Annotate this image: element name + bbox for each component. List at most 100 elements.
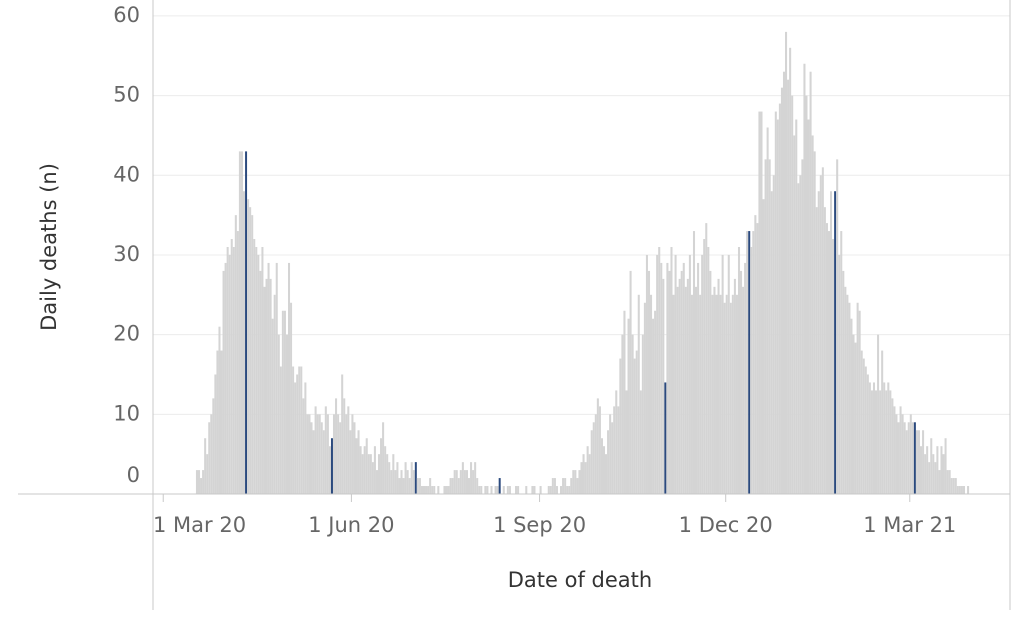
bar: [294, 382, 297, 494]
bar: [345, 414, 348, 494]
bar: [357, 430, 360, 494]
bar: [840, 231, 843, 494]
bar: [214, 374, 217, 494]
bar: [793, 135, 796, 495]
bar: [455, 470, 458, 494]
bar: [774, 111, 777, 494]
bar: [670, 247, 673, 494]
bar: [242, 191, 246, 494]
bar: [879, 390, 882, 494]
bar: [508, 486, 511, 494]
bar: [275, 262, 278, 494]
bar: [574, 470, 577, 494]
bar: [844, 286, 847, 494]
bar: [202, 470, 205, 494]
bar: [922, 430, 925, 494]
bar: [915, 430, 918, 494]
bar: [932, 454, 935, 494]
bar: [251, 215, 254, 494]
bar: [206, 454, 209, 494]
bar: [780, 87, 783, 494]
bar: [725, 294, 728, 494]
bar: [449, 478, 452, 494]
y-axis-title: Daily deaths (n): [37, 163, 61, 331]
bar: [709, 270, 712, 494]
bar: [335, 398, 338, 494]
bar: [641, 334, 644, 494]
bar: [674, 254, 677, 494]
bar: [355, 438, 358, 494]
bar: [285, 334, 288, 494]
bar: [713, 286, 716, 494]
bar: [318, 414, 321, 494]
bar: [807, 119, 810, 495]
highlight-bar: [748, 231, 751, 494]
bar: [852, 334, 855, 494]
bar: [339, 422, 342, 494]
bar: [956, 486, 959, 494]
bar: [889, 390, 892, 494]
bar: [263, 286, 266, 494]
highlight-bar: [245, 151, 248, 495]
bar: [813, 151, 816, 495]
bar: [332, 414, 336, 494]
bar: [351, 414, 354, 494]
bar: [703, 239, 706, 494]
bar: [719, 294, 722, 494]
bar: [605, 454, 608, 494]
bar: [375, 470, 378, 494]
bar: [860, 350, 863, 494]
bar: [866, 374, 869, 494]
bar: [881, 350, 884, 494]
bar: [238, 151, 241, 495]
bar: [431, 486, 434, 494]
bar: [384, 446, 387, 494]
bar: [228, 254, 231, 494]
bar: [560, 486, 563, 494]
bar: [770, 191, 773, 494]
bar: [868, 382, 871, 494]
bar: [789, 47, 792, 494]
bar: [420, 486, 423, 494]
bar: [447, 486, 450, 494]
bar: [905, 430, 908, 494]
bar: [400, 470, 403, 494]
bar: [623, 310, 626, 494]
bar: [418, 478, 421, 494]
bar: [838, 254, 841, 494]
bar: [672, 294, 675, 494]
bar: [656, 254, 659, 494]
bar: [717, 278, 720, 494]
bar: [827, 231, 831, 494]
bar: [705, 223, 708, 494]
bar: [846, 294, 849, 494]
bar: [292, 366, 295, 494]
bar: [586, 446, 589, 494]
bar: [382, 422, 385, 494]
bar: [457, 478, 460, 494]
bar: [408, 478, 411, 494]
bar: [363, 446, 366, 494]
bar: [920, 446, 923, 494]
bar: [643, 302, 646, 494]
bar: [686, 278, 689, 494]
bar: [776, 119, 779, 495]
bar: [658, 247, 661, 494]
bar: [562, 478, 565, 494]
bar: [220, 350, 223, 494]
bar: [911, 422, 914, 494]
bar: [666, 262, 669, 494]
bar: [735, 294, 738, 494]
bar: [907, 422, 910, 494]
bar: [259, 270, 262, 494]
bar: [568, 486, 571, 494]
bar: [273, 294, 276, 494]
bar: [580, 462, 583, 494]
bar: [281, 310, 284, 494]
bar: [797, 183, 800, 495]
bar: [690, 294, 693, 494]
bar: [631, 334, 634, 494]
bar: [290, 302, 293, 494]
bar: [872, 382, 876, 494]
